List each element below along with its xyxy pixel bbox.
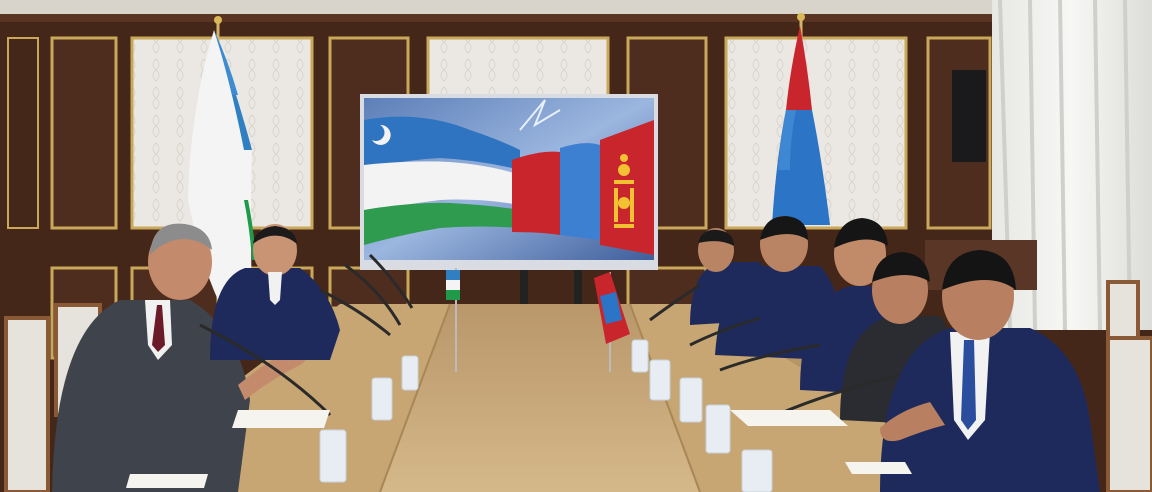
documents	[126, 410, 912, 488]
chair-right-2	[1106, 336, 1152, 492]
mongolia-flag	[772, 13, 830, 240]
delegate-left-front	[52, 223, 308, 492]
chair-left-1	[4, 316, 50, 492]
delegate-right-5	[880, 250, 1100, 492]
delegate-left-back	[210, 224, 340, 360]
ceiling	[0, 0, 1152, 14]
desk-flag-mongolia	[594, 272, 630, 372]
table-glasses	[319, 339, 773, 492]
desk-flag-uzbekistan	[446, 268, 460, 372]
chair-right-1	[1106, 280, 1140, 344]
speaker	[952, 70, 986, 162]
screen-with-two-flags	[360, 94, 658, 305]
